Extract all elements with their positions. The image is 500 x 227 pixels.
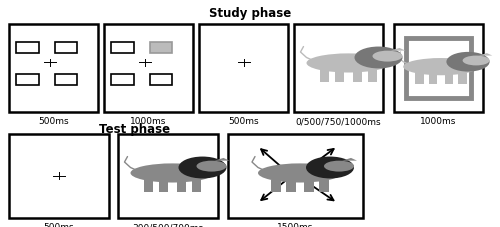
Bar [176, 180, 186, 192]
Text: 1000ms: 1000ms [130, 117, 166, 126]
Polygon shape [342, 158, 357, 161]
Bar [428, 74, 437, 84]
Bar [118, 134, 218, 218]
Ellipse shape [130, 164, 214, 183]
Text: 0/500/750/1000ms: 0/500/750/1000ms [296, 117, 382, 126]
Polygon shape [390, 49, 406, 51]
Ellipse shape [306, 54, 390, 73]
Polygon shape [214, 158, 230, 161]
Bar [445, 74, 454, 84]
Bar [334, 70, 344, 83]
Bar [16, 43, 39, 53]
Circle shape [354, 47, 403, 69]
Bar [158, 180, 168, 192]
Bar [304, 180, 314, 192]
Ellipse shape [258, 164, 342, 183]
Bar [458, 74, 467, 84]
Bar [199, 25, 288, 112]
Text: 500ms: 500ms [44, 222, 74, 227]
Ellipse shape [324, 161, 354, 172]
Bar [111, 75, 134, 85]
Ellipse shape [372, 51, 402, 62]
Bar [320, 70, 330, 83]
Bar [111, 43, 134, 53]
Text: 1000ms: 1000ms [420, 117, 456, 126]
Bar [271, 180, 281, 192]
Bar [228, 134, 362, 218]
Bar [286, 180, 296, 192]
Circle shape [446, 53, 490, 72]
Bar [104, 25, 193, 112]
Bar [192, 180, 202, 192]
Bar [368, 70, 378, 83]
Ellipse shape [403, 59, 479, 76]
Bar [9, 25, 98, 112]
Text: 300/500/700ms: 300/500/700ms [132, 222, 203, 227]
Bar [319, 180, 329, 192]
Bar [406, 39, 471, 98]
Text: Study phase: Study phase [209, 7, 291, 20]
Bar [55, 43, 78, 53]
Bar [294, 25, 383, 112]
Ellipse shape [462, 56, 489, 66]
Text: 500ms: 500ms [38, 117, 69, 126]
Bar [394, 25, 483, 112]
Bar [352, 70, 362, 83]
Text: Test phase: Test phase [100, 123, 170, 136]
Circle shape [178, 157, 226, 179]
Bar [150, 75, 172, 85]
Polygon shape [479, 54, 492, 56]
Text: 1500ms: 1500ms [277, 222, 313, 227]
Circle shape [306, 157, 354, 179]
Ellipse shape [196, 161, 226, 172]
Bar [150, 43, 172, 53]
Bar [415, 74, 424, 84]
Text: 500ms: 500ms [228, 117, 259, 126]
Bar [55, 75, 78, 85]
Bar [9, 134, 109, 218]
Bar [144, 180, 154, 192]
Bar [16, 75, 39, 85]
